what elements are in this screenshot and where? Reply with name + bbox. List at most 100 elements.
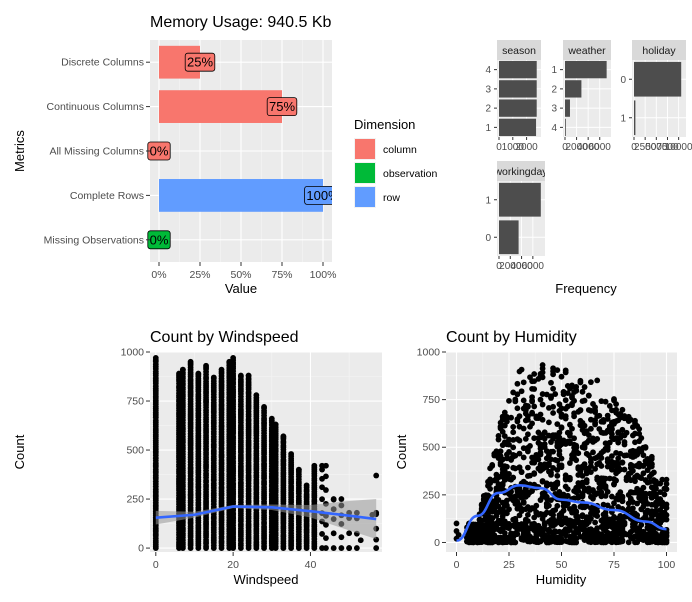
humidity-point — [651, 469, 657, 476]
humidity-point — [493, 477, 500, 484]
humidity-point — [621, 519, 628, 526]
humidity-point — [604, 463, 611, 470]
legend-swatch — [355, 187, 375, 207]
windspeed-point — [319, 531, 325, 537]
memory-usage-chart: Memory Usage: 940.5 Kb 25% 75% 0% 100% 0% Di… — [12, 14, 437, 296]
humidity-point — [659, 538, 666, 544]
humidity-point — [594, 525, 601, 532]
humidity-point — [611, 521, 617, 527]
windspeed-point — [330, 496, 337, 502]
legend-item-column: column — [354, 138, 417, 160]
humidity-point — [636, 430, 643, 437]
humidity-point — [548, 521, 554, 528]
humidity-point — [512, 398, 519, 404]
humidity-point — [606, 475, 613, 482]
humidity-point — [585, 452, 592, 459]
humidity-point — [529, 521, 535, 528]
facet-x-tick-label: 7500 — [656, 142, 679, 153]
humidity-point — [638, 475, 645, 482]
humidity-point — [619, 525, 626, 531]
humidity-point — [491, 506, 498, 513]
humidity-point — [531, 481, 538, 488]
humidity-point — [573, 457, 580, 464]
humidity-point — [499, 513, 506, 520]
humidity-point — [533, 451, 540, 458]
windspeed-point — [373, 545, 380, 551]
windspeed-confidence-band — [155, 499, 377, 540]
humidity-point — [514, 405, 521, 412]
windspeed-point — [187, 358, 194, 365]
humidity-point — [569, 518, 575, 525]
humidity-point — [562, 367, 569, 374]
humidity-point — [546, 468, 552, 475]
humidity-point — [615, 504, 622, 510]
facet-strip-label: workingday — [493, 166, 548, 178]
humidity-point — [485, 482, 491, 489]
humidity-point — [533, 538, 540, 545]
humidity-point — [501, 439, 508, 446]
humidity-point — [510, 429, 517, 436]
humidity-point — [602, 475, 609, 482]
humidity-y-tick-label: 250 — [422, 489, 440, 501]
humidity-point — [525, 444, 531, 451]
humidity-point — [512, 452, 519, 459]
humidity-point — [480, 528, 487, 535]
facet-bar — [634, 61, 682, 97]
facet-x-tick-label: 6000 — [522, 261, 545, 272]
memory-bar — [159, 179, 323, 212]
facet-bar — [499, 182, 541, 217]
humidity-x-tick-label: 0 — [454, 559, 460, 571]
humidity-point — [552, 521, 559, 528]
humidity-point — [663, 516, 670, 523]
humidity-point — [636, 462, 643, 469]
humidity-point — [604, 428, 611, 435]
facet-strip — [632, 40, 686, 60]
humidity-point — [489, 530, 496, 537]
humidity-point — [508, 530, 514, 537]
humidity-point — [529, 454, 535, 461]
memory-value-label-box — [184, 52, 216, 72]
humidity-point — [548, 393, 554, 400]
facet-x-tick-label: 0 — [496, 142, 502, 153]
humidity-point — [661, 509, 668, 516]
humidity-x-tick-label: 100 — [658, 559, 676, 571]
windspeed-point — [319, 496, 325, 503]
legend-item-row: row — [354, 186, 400, 208]
humidity-point — [585, 485, 592, 492]
humidity-point — [611, 500, 617, 507]
windspeed-y-tick-label: 750 — [126, 396, 144, 408]
humidity-point — [594, 377, 601, 384]
windspeed-chart-title: Count by Windspeed — [150, 329, 299, 346]
humidity-point — [556, 401, 563, 408]
humidity-point — [485, 492, 491, 499]
facet-strip-label: season — [502, 45, 536, 57]
humidity-point — [525, 464, 531, 471]
facet-category-label: 1 — [485, 195, 491, 206]
humidity-point — [520, 397, 527, 404]
humidity-point — [617, 512, 624, 519]
humidity-point — [567, 438, 573, 445]
humidity-point — [533, 415, 540, 421]
humidity-point — [579, 444, 586, 451]
windspeed-y-tick-label: 0 — [138, 543, 144, 555]
windspeed-y-tick-label: 1000 — [121, 347, 145, 359]
humidity-point — [567, 527, 573, 533]
humidity-point — [550, 410, 556, 416]
humidity-point — [548, 456, 554, 463]
humidity-point — [602, 398, 609, 405]
humidity-point — [501, 433, 508, 440]
humidity-point — [558, 373, 565, 380]
humidity-point — [604, 521, 611, 528]
windspeed-point — [272, 421, 279, 428]
humidity-point — [648, 536, 655, 543]
humidity-point — [594, 461, 601, 468]
humidity-point — [497, 423, 504, 430]
humidity-point — [537, 370, 544, 377]
humidity-y-tick-label: 0 — [434, 537, 440, 549]
windspeed-smooth-curve — [155, 505, 377, 521]
facet-category-label: 0 — [485, 233, 491, 244]
humidity-point — [516, 512, 523, 519]
